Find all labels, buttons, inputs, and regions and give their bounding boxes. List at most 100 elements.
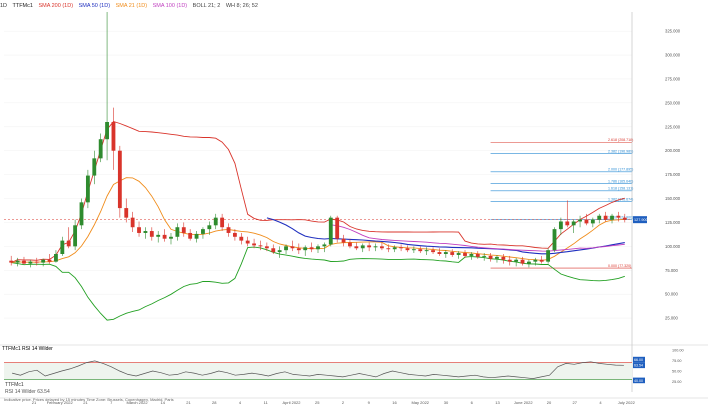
x-tick-label: 14 — [161, 400, 166, 405]
candle-body — [156, 234, 161, 237]
rsi-tick-label: 50.00 — [672, 370, 682, 374]
candle-body — [488, 255, 493, 259]
candle-body — [399, 247, 404, 249]
candle-body — [546, 250, 551, 262]
fib-level-label: 1.786 (165.646) — [608, 179, 633, 183]
candle-body — [392, 247, 397, 250]
indicator-toolbar: 1D TTFMc1 SMA 200 (1D) SMA 50 (1D) SMA 2… — [0, 1, 262, 11]
y-tick-label: 300.000 — [665, 53, 681, 58]
candle-body — [111, 122, 116, 151]
boll-label[interactable]: BOLL 21; 2 — [192, 3, 221, 9]
rsi-badge — [633, 377, 645, 384]
rsi-tick-label: 25.00 — [672, 380, 682, 384]
fib-level-label: 2.618 (208.718) — [608, 138, 633, 142]
y-tick-label: 150.000 — [665, 196, 681, 201]
last-price-label: 127.900 — [634, 218, 648, 222]
candle-body — [341, 238, 346, 243]
y-tick-label: 225.000 — [665, 124, 681, 129]
x-tick-label: 7 — [110, 400, 113, 405]
candle-body — [328, 217, 333, 245]
candle-body — [201, 229, 205, 234]
candle-body — [303, 247, 308, 251]
rsi-badge-label: 66.00 — [634, 358, 643, 362]
candle-body — [431, 250, 435, 253]
sma100-line — [330, 224, 625, 252]
candle-body — [565, 221, 570, 226]
x-tick-label: 21 — [32, 400, 37, 405]
sma50-label[interactable]: SMA 50 (1D) — [78, 3, 111, 9]
candle-body — [437, 252, 442, 254]
candle-body — [443, 252, 448, 254]
candle-body — [175, 227, 180, 237]
fib-level-label: 1.618 (158.131) — [608, 187, 633, 191]
candle-body — [220, 217, 225, 228]
candle-body — [367, 245, 372, 248]
interval-label[interactable]: 1D — [0, 3, 8, 9]
candle-body — [424, 250, 429, 252]
candle-body — [354, 246, 359, 249]
candle-body — [181, 227, 186, 233]
sma200-label[interactable]: SMA 200 (1D) — [38, 3, 74, 9]
x-tick-label: 27 — [573, 400, 578, 405]
candle-body — [92, 158, 97, 176]
candle-body — [380, 246, 384, 249]
candle-body — [558, 221, 563, 230]
symbol-label[interactable]: TTFMc1 — [12, 3, 33, 9]
sma100-label[interactable]: SMA 100 (1D) — [152, 3, 188, 9]
x-tick-label: 20 — [547, 400, 552, 405]
y-tick-label: 125.000 — [665, 220, 681, 225]
x-tick-label: 6 — [471, 400, 474, 405]
x-tick-label: March 2022 — [126, 400, 148, 405]
y-tick-label: 250.000 — [665, 100, 681, 105]
candle-body — [245, 240, 250, 244]
x-tick-label: 28 — [212, 400, 217, 405]
x-tick-label: 4 — [599, 400, 602, 405]
candle-body — [226, 227, 231, 233]
candle-body — [9, 260, 14, 263]
y-tick-label: 75.000 — [665, 268, 678, 273]
sma50-line — [266, 217, 625, 255]
candle-body — [520, 259, 525, 264]
candle-body — [277, 250, 282, 253]
candle-body — [514, 259, 519, 262]
candle-body — [162, 234, 167, 239]
candle-body — [73, 225, 78, 247]
candle-body — [85, 175, 90, 203]
y-tick-label: 25.000 — [665, 316, 678, 321]
sma21-label[interactable]: SMA 21 (1D) — [115, 3, 148, 9]
candle-body — [348, 242, 352, 247]
candle-body — [373, 246, 378, 248]
candle-body — [252, 243, 256, 246]
candle-body — [501, 256, 506, 260]
extra-label[interactable]: WH 8; 26; 52 — [225, 3, 258, 9]
rsi-badge — [633, 356, 645, 363]
candle-body — [60, 240, 65, 254]
candle-body — [213, 217, 218, 226]
candle-body — [130, 217, 135, 228]
rsi-badge-label: 63.54 — [634, 364, 643, 368]
fib-level-label: 1.000 (127.900) — [608, 215, 633, 219]
candle-body — [22, 260, 26, 264]
x-tick-label: 16 — [392, 400, 397, 405]
candle-body — [584, 219, 589, 224]
candle-body — [79, 202, 84, 226]
candle-body — [28, 261, 33, 264]
candle-body — [616, 215, 621, 218]
candle-body — [507, 259, 512, 262]
y-tick-label: 275.000 — [665, 76, 681, 81]
x-tick-label: 2 — [342, 400, 345, 405]
candle-body — [239, 236, 244, 241]
y-tick-label: 325.000 — [665, 29, 681, 34]
candle-body — [360, 245, 365, 249]
rsi-symbol-label: TTFMc1 — [5, 382, 24, 388]
candle-body — [296, 248, 301, 251]
x-tick-label: February 2022 — [47, 400, 74, 405]
candle-body — [405, 248, 410, 251]
candle-body — [463, 253, 467, 256]
x-tick-label: 13 — [495, 400, 500, 405]
candle-body — [284, 246, 288, 251]
candle-body — [264, 246, 269, 249]
candle-body — [194, 233, 199, 239]
candle-body — [98, 139, 103, 159]
